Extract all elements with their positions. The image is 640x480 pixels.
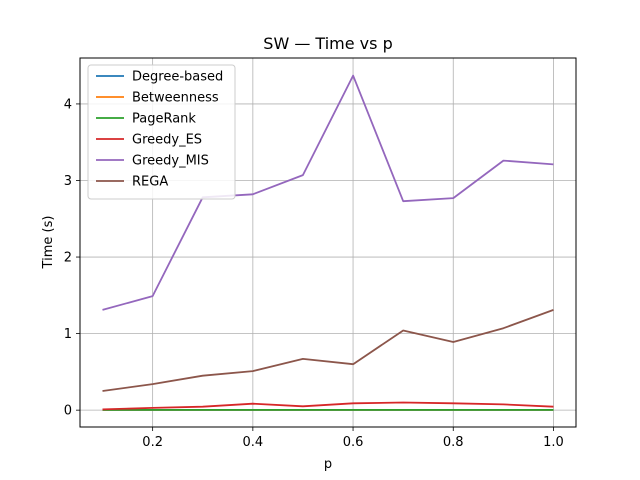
y-axis-ticks: 0 1 2 3 4	[64, 97, 80, 419]
y-tick-label: 2	[64, 251, 72, 266]
series-lines	[102, 74, 554, 411]
legend-box	[87, 64, 236, 200]
y-tick-label: 0	[64, 404, 72, 419]
x-tick-label: 0.4	[243, 435, 264, 450]
chart-title: SW — Time vs p	[263, 34, 392, 53]
legend-label-pagerank: PageRank	[132, 112, 196, 127]
legend: Degree-based Betweenness PageRank Greedy_ES…	[87, 64, 236, 200]
plot-frame	[79, 57, 577, 428]
y-tick-label: 4	[64, 97, 72, 112]
x-tick-label: 0.2	[142, 435, 163, 450]
series-line-greedy-mis	[102, 74, 554, 311]
y-axis-label: Time (s)	[41, 216, 56, 270]
legend-label-betweenness: Betweenness	[132, 91, 219, 106]
legend-label-greedy-mis: Greedy_MIS	[132, 154, 209, 169]
x-axis-label: p	[324, 457, 332, 472]
legend-label-greedy-es: Greedy_ES	[132, 133, 202, 148]
series-line-greedy-es	[102, 401, 554, 411]
x-tick-label: 0.6	[343, 435, 364, 450]
series-line-rega	[102, 309, 554, 392]
x-axis-ticks: 0.2 0.4 0.6 0.8 1.0	[142, 427, 564, 450]
x-tick-label: 1.0	[543, 435, 564, 450]
legend-label-rega: REGA	[132, 175, 168, 190]
y-tick-label: 3	[64, 174, 72, 189]
x-tick-label: 0.8	[443, 435, 464, 450]
legend-label-degree-based: Degree-based	[132, 70, 223, 85]
y-tick-label: 1	[64, 327, 72, 342]
